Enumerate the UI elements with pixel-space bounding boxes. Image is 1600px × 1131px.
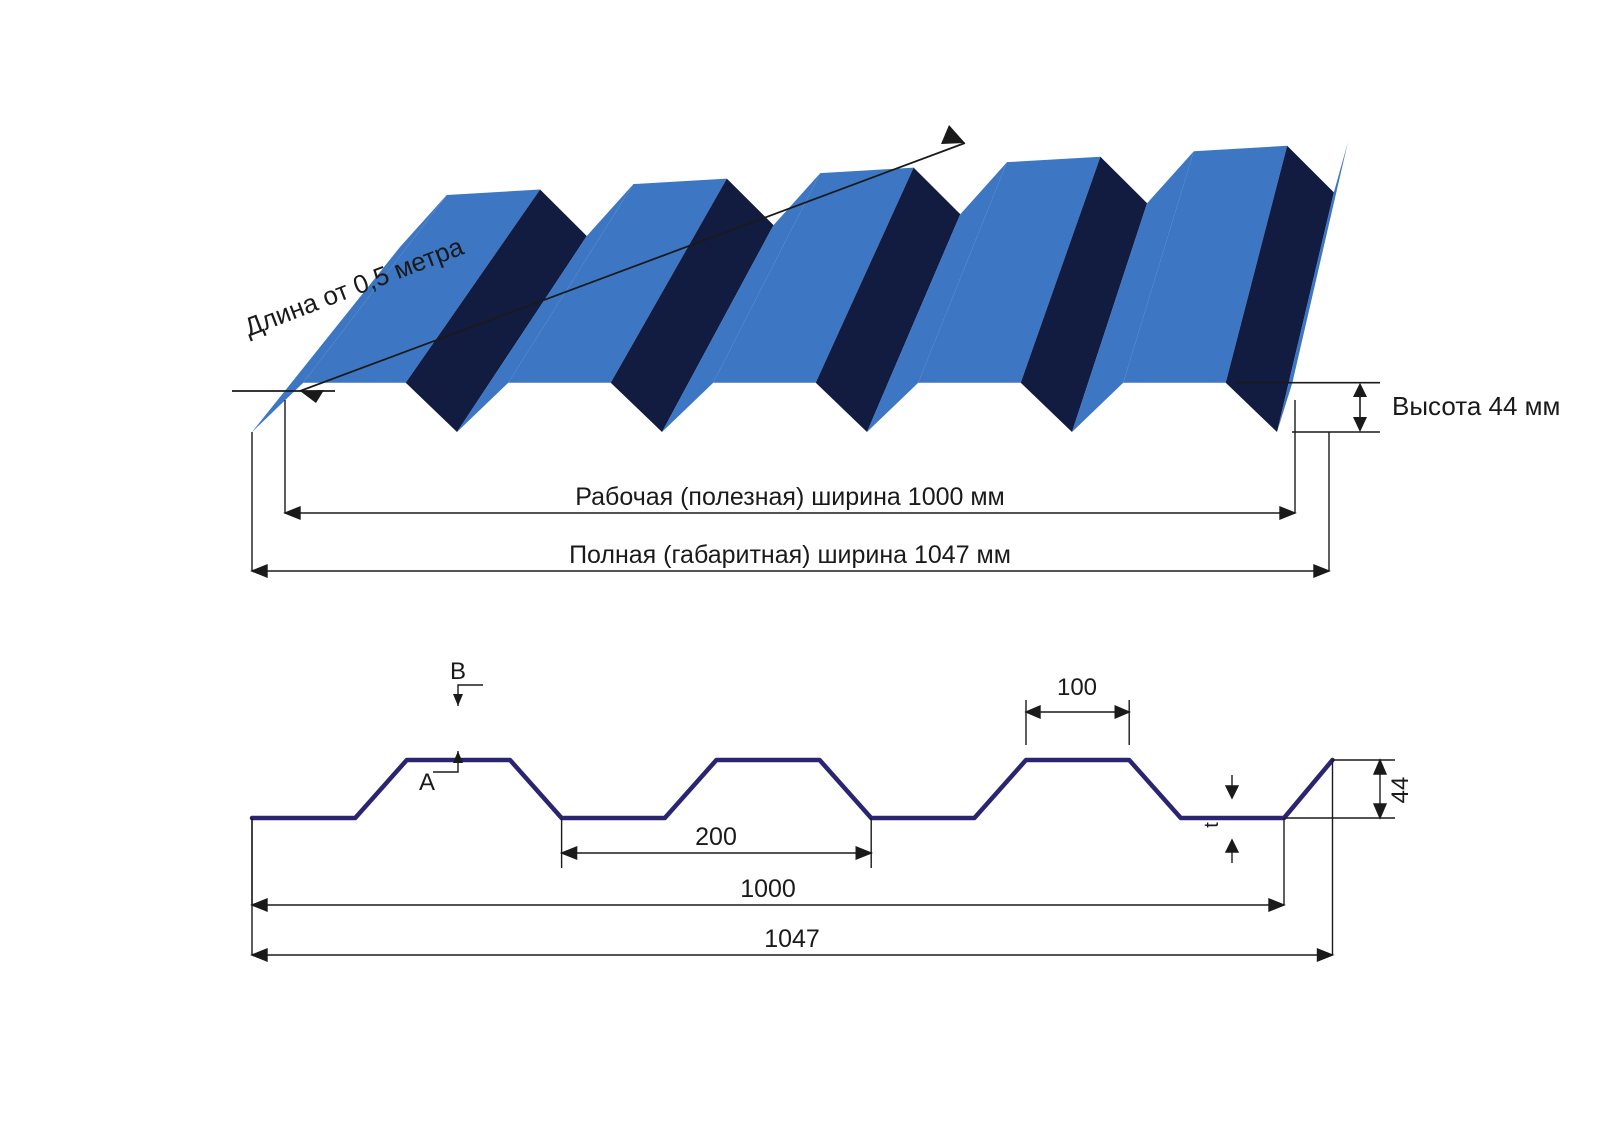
svg-text:Полная (габаритная) ширина 104: Полная (габаритная) ширина 1047 мм bbox=[569, 541, 1011, 569]
svg-text:1047: 1047 bbox=[764, 925, 820, 953]
svg-text:B: B bbox=[450, 658, 466, 685]
svg-text:1000: 1000 bbox=[740, 875, 796, 903]
svg-text:Рабочая (полезная) ширина 1000: Рабочая (полезная) ширина 1000 мм bbox=[575, 483, 1004, 511]
svg-text:A: A bbox=[419, 769, 435, 796]
svg-text:Высота 44 мм: Высота 44 мм bbox=[1392, 391, 1560, 421]
svg-text:t: t bbox=[1201, 822, 1223, 828]
svg-text:200: 200 bbox=[695, 823, 737, 851]
svg-text:100: 100 bbox=[1057, 674, 1097, 701]
svg-text:44: 44 bbox=[1387, 777, 1414, 804]
